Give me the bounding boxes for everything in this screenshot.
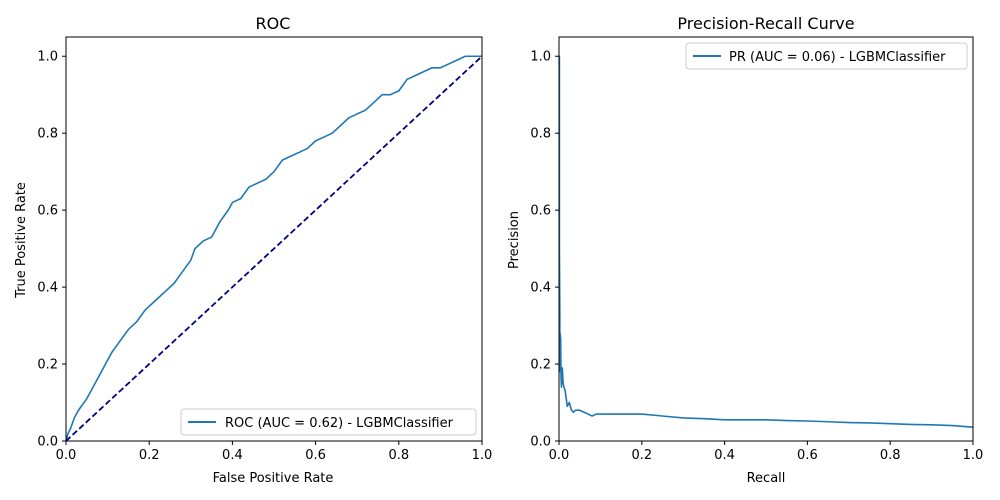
pr-panel: Precision-Recall Curve Recall Precision … [507,14,983,486]
pr-plot-frame [558,36,974,442]
pr-curve-line [558,55,974,428]
pr-legend-label: PR (AUC = 0.06) - LGBMClassifier [729,50,946,65]
pr-series [558,55,974,428]
roc-x-axis-label: False Positive Rate [213,471,334,486]
pr-y-tick-label: 0.4 [530,281,551,296]
pr-y-tick-label: 0.2 [530,358,551,373]
roc-y-axis-label: True Positive Rate [14,182,29,299]
roc-x-tick-label: 0.0 [56,448,77,463]
pr-y-axis-label: Precision [507,211,522,269]
pr-x-tick-label: 1.0 [963,448,984,463]
roc-y-tick-label: 0.0 [37,435,58,450]
roc-title: ROC [256,14,291,33]
pr-x-tick-label: 0.6 [797,448,818,463]
pr-x-tick-label: 0.8 [880,448,901,463]
roc-series [65,55,483,442]
pr-x-axis-label: Recall [747,471,786,486]
pr-x-tick-label: 0.4 [714,448,735,463]
pr-y-tick-label: 0.6 [530,204,551,219]
roc-legend-box [180,408,477,436]
pr-legend: PR (AUC = 0.06) - LGBMClassifier [685,42,968,70]
pr-y-tick-label: 1.0 [530,50,551,65]
roc-curve-line [65,55,482,442]
roc-x-tick-label: 0.2 [139,448,160,463]
roc-legend-label: ROC (AUC = 0.62) - LGBMClassifier [225,416,454,431]
pr-x-tick-label: 0.0 [549,448,570,463]
roc-x-tick-label: 0.8 [388,448,409,463]
roc-x-tick-label: 0.6 [305,448,326,463]
roc-y-tick-label: 0.2 [37,358,58,373]
roc-y-tick-label: 1.0 [37,50,58,65]
roc-y-tick-label: 0.4 [37,281,58,296]
pr-legend-box [685,42,968,70]
pr-ticks: 0.0 0.2 0.4 0.6 0.8 1.0 0.0 0.2 0.4 0.6 0.8 1.0 [530,50,983,463]
roc-legend: ROC (AUC = 0.62) - LGBMClassifier [180,408,477,436]
roc-chance-line [65,55,483,442]
roc-x-tick-label: 0.4 [222,448,243,463]
roc-y-tick-label: 0.6 [37,204,58,219]
pr-y-tick-label: 0.0 [530,435,551,450]
pr-x-tick-label: 0.2 [631,448,652,463]
roc-panel: ROC False Positive Rate True Positive Ra… [14,14,492,486]
pr-y-tick-label: 0.8 [530,127,551,142]
roc-y-tick-label: 0.8 [37,127,58,142]
roc-x-tick-label: 1.0 [472,448,493,463]
roc-plot-frame [65,36,483,442]
roc-ticks: 0.0 0.2 0.4 0.6 0.8 1.0 0.0 0.2 0.4 0.6 0.8 1.0 [37,50,492,463]
pr-title: Precision-Recall Curve [677,14,854,33]
